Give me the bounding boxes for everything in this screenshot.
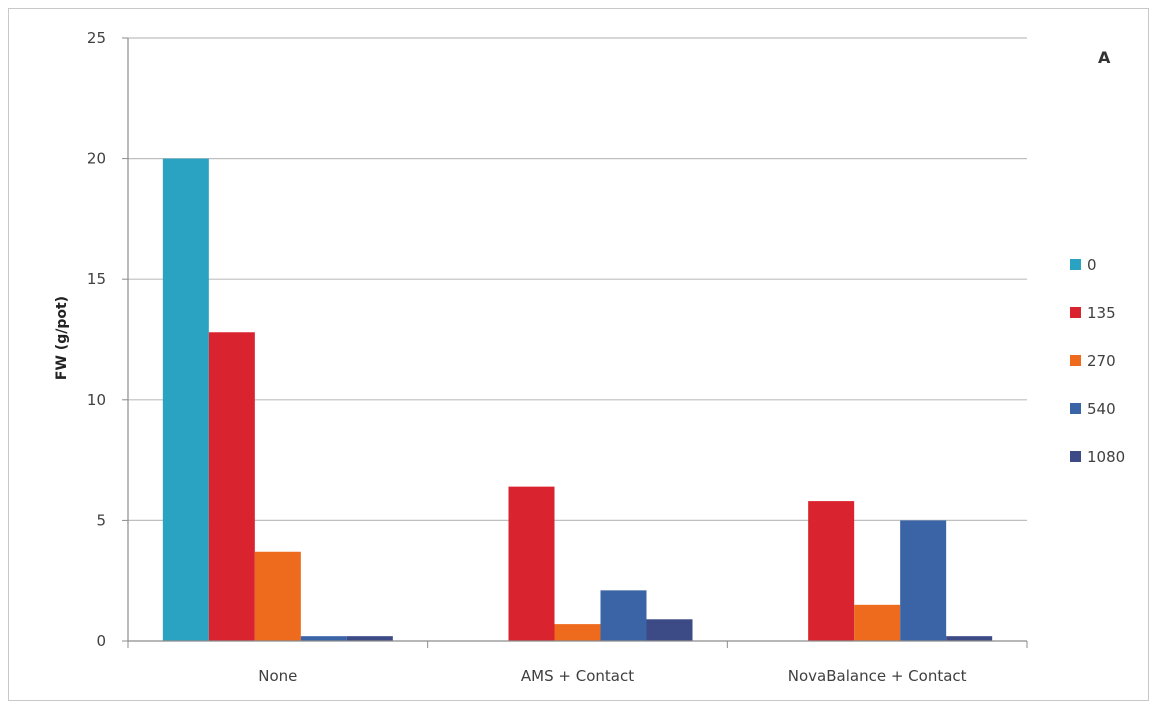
y-axis-label: FW (g/pot): [54, 296, 70, 380]
legend-swatch-135: [1070, 307, 1081, 318]
bar-540-1: [600, 590, 647, 641]
legend-label: 135: [1087, 304, 1116, 322]
legend-swatch-540: [1070, 403, 1081, 414]
legend-label: 1080: [1087, 448, 1125, 466]
y-tick-label: 25: [87, 29, 106, 47]
bar-540-0: [300, 636, 347, 641]
bar-270-0: [254, 551, 301, 641]
legend-swatch-0: [1070, 259, 1081, 270]
bar-1080-0: [346, 636, 393, 641]
bar-540-2: [900, 520, 947, 641]
y-tick-label: 5: [96, 511, 106, 529]
bar-135-0: [208, 332, 255, 641]
legend-label: 270: [1087, 352, 1116, 370]
y-tick-label: 15: [87, 270, 106, 288]
legend-swatch-270: [1070, 355, 1081, 366]
panel-label: A: [1098, 48, 1111, 67]
legend-label: 0: [1087, 256, 1097, 274]
bar-270-1: [554, 624, 601, 641]
y-axis-ticks: 0 5 10 15 20 25: [87, 29, 128, 650]
bar-270-2: [854, 604, 901, 641]
bar-1080-1: [646, 619, 693, 641]
legend: 0 135 270 540 1080: [1070, 256, 1125, 466]
category-label: AMS + Contact: [521, 667, 634, 685]
legend-label: 540: [1087, 400, 1116, 418]
bar-135-2: [808, 501, 855, 641]
gridlines: [128, 37, 1027, 522]
bar-1080-2: [946, 636, 993, 641]
legend-swatch-1080: [1070, 451, 1081, 462]
y-tick-label: 20: [87, 150, 106, 168]
category-label: None: [258, 667, 297, 685]
y-tick-label: 10: [87, 391, 106, 409]
category-label: NovaBalance + Contact: [788, 667, 967, 685]
bars: [162, 158, 993, 641]
bar-135-1: [508, 486, 555, 641]
x-axis-categories: None AMS + Contact NovaBalance + Contact: [258, 667, 966, 685]
bar-0-0: [162, 158, 209, 641]
axes: [127, 38, 1028, 648]
y-tick-label: 0: [96, 632, 106, 650]
